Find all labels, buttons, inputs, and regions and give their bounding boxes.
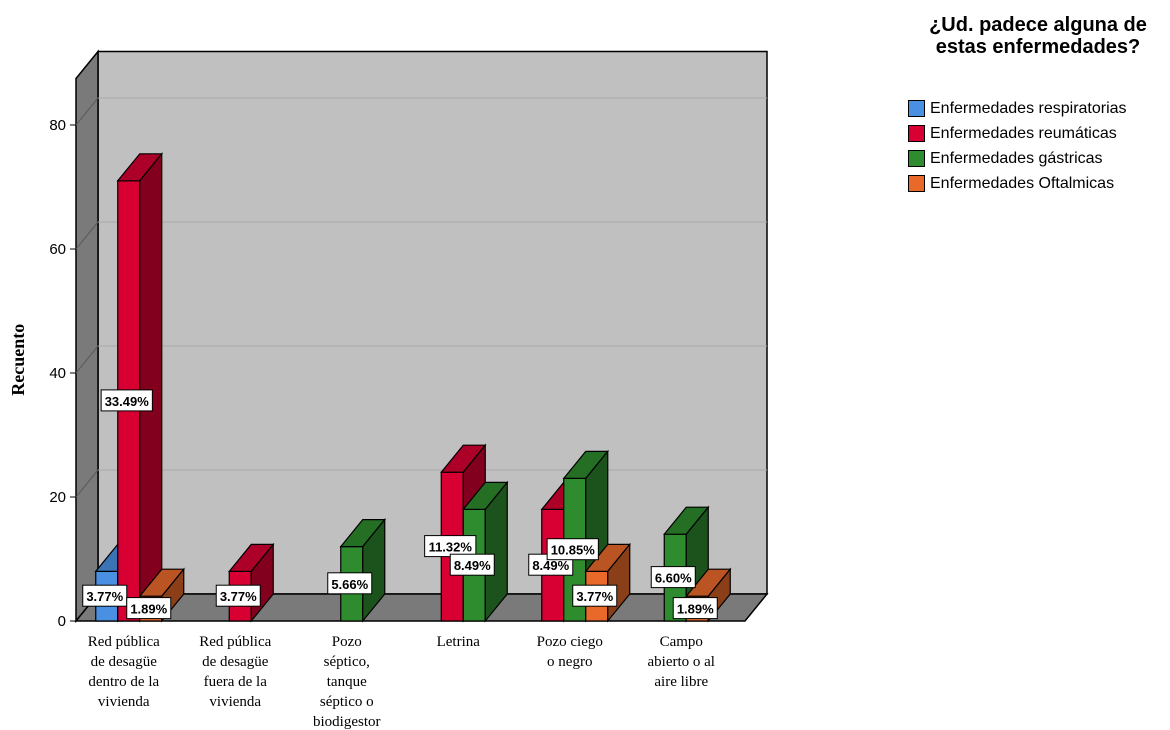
- data-label: 10.85%: [546, 538, 599, 561]
- plot-area: [74, 49, 769, 624]
- data-label: 8.49%: [449, 553, 495, 576]
- legend-item: Enfermedades reumáticas: [908, 121, 1170, 146]
- data-label: 33.49%: [100, 389, 153, 412]
- svg-text:8.49%: 8.49%: [532, 558, 569, 573]
- svg-text:6.60%: 6.60%: [655, 571, 692, 586]
- x-tick-label: Pozo ciego o negro: [537, 634, 603, 670]
- legend: Enfermedades respiratorias Enfermedades r…: [908, 96, 1170, 196]
- x-tick-label: Campo abierto o al aire libre: [648, 634, 715, 690]
- svg-text:33.49%: 33.49%: [105, 394, 150, 409]
- data-label: 3.77%: [82, 584, 128, 607]
- y-tick-label: 60: [49, 241, 66, 258]
- y-tick-label: 40: [49, 365, 66, 382]
- legend-item: Enfermedades gástricas: [908, 146, 1170, 171]
- legend-title: ¿Ud. padece alguna de estas enfermedades…: [929, 14, 1147, 58]
- y-tick-label: 80: [49, 117, 66, 134]
- data-label: 1.89%: [126, 597, 172, 620]
- y-axis-label: Recuento: [8, 324, 28, 396]
- svg-text:11.32%: 11.32%: [429, 540, 473, 555]
- legend-swatch: [908, 125, 925, 142]
- y-tick-label: 0: [58, 613, 66, 630]
- legend-label: Enfermedades gástricas: [930, 149, 1103, 167]
- x-tick-label: Red pública de desagüe fuera de la vivienda: [199, 634, 271, 710]
- svg-text:1.89%: 1.89%: [677, 602, 714, 617]
- x-tick-label: Pozo séptico, tanque séptico o biodigestor: [313, 634, 381, 730]
- legend-swatch: [908, 100, 925, 117]
- svg-text:3.77%: 3.77%: [86, 589, 123, 604]
- bar: [116, 152, 164, 623]
- side-wall: [75, 49, 99, 624]
- data-label: 3.77%: [215, 584, 261, 607]
- data-label: 11.32%: [424, 535, 477, 558]
- axes: 0 20 40 60 80 Recuento Red pública de desagüe de…: [8, 117, 715, 730]
- x-tick-label: Letrina: [437, 634, 481, 650]
- legend-label: Enfermedades reumáticas: [930, 124, 1117, 142]
- data-labels: 3.77% 33.49% 1.89% 3.77% 5.66% 11.32% 8.49% 8.4…: [82, 389, 718, 620]
- back-wall: [97, 50, 768, 595]
- svg-text:10.85%: 10.85%: [551, 543, 596, 558]
- legend-swatch: [908, 150, 925, 167]
- svg-text:3.77%: 3.77%: [220, 589, 257, 604]
- data-label: 5.66%: [327, 572, 373, 595]
- svg-text:5.66%: 5.66%: [331, 577, 368, 592]
- legend-label: Enfermedades Oftalmicas: [930, 174, 1115, 192]
- svg-text:3.77%: 3.77%: [576, 589, 613, 604]
- data-label: 1.89%: [672, 597, 718, 620]
- gridline-side: [75, 97, 99, 126]
- x-tick-label: Red pública de desagüe dentro de la viviend…: [88, 634, 160, 710]
- y-tick-label: 20: [49, 489, 66, 506]
- bar-chart: 3.77% 33.49% 1.89% 3.77% 5.66% 11.32% 8.49% 8.4…: [8, 49, 769, 730]
- legend-label: Enfermedades respiratorias: [930, 99, 1127, 117]
- gridline-side: [75, 469, 99, 498]
- gridline-side: [75, 221, 99, 250]
- legend-item: Enfermedades Oftalmicas: [908, 171, 1170, 196]
- svg-text:1.89%: 1.89%: [130, 602, 167, 617]
- gridline-side: [75, 345, 99, 374]
- data-label: 6.60%: [650, 566, 696, 589]
- legend-swatch: [908, 175, 925, 192]
- data-label: 3.77%: [572, 584, 618, 607]
- legend-item: Enfermedades respiratorias: [908, 96, 1170, 121]
- svg-text:8.49%: 8.49%: [454, 558, 491, 573]
